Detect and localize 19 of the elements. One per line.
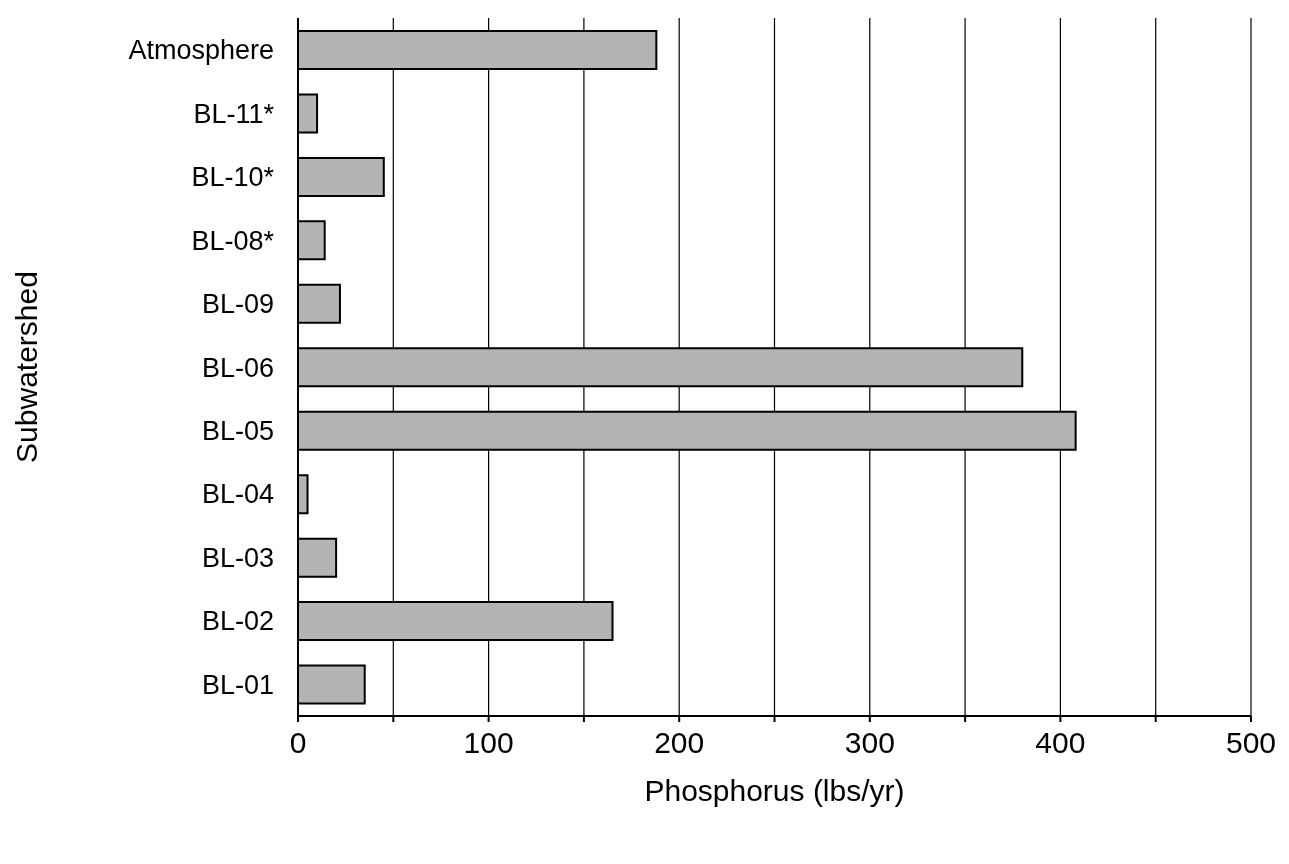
- x-tick-label: 0: [289, 726, 307, 760]
- y-tick-label: BL-03: [201, 542, 274, 573]
- y-tick-label: BL-02: [201, 606, 274, 637]
- y-tick-label: BL-08*: [191, 225, 275, 256]
- y-tick-label: BL-09: [201, 289, 274, 320]
- y-tick-label: Atmosphere: [128, 35, 274, 66]
- y-tick-label: BL-06: [201, 352, 274, 383]
- y-tick-label: BL-10*: [191, 162, 275, 193]
- y-tick-label: BL-11*: [193, 98, 275, 129]
- x-tick-label: 400: [1035, 726, 1086, 760]
- x-axis-title: Phosphorus (lbs/yr): [644, 774, 905, 807]
- x-tick-label: 200: [654, 726, 705, 760]
- y-tick-label: BL-01: [201, 669, 274, 700]
- x-tick-label: 300: [844, 726, 895, 760]
- y-axis-title: Subwatershed: [9, 271, 43, 463]
- x-tick-label: 100: [463, 726, 514, 760]
- y-tick-label: BL-05: [201, 416, 274, 447]
- x-tick-label: 500: [1225, 726, 1277, 760]
- y-tick-label: BL-04: [201, 479, 274, 510]
